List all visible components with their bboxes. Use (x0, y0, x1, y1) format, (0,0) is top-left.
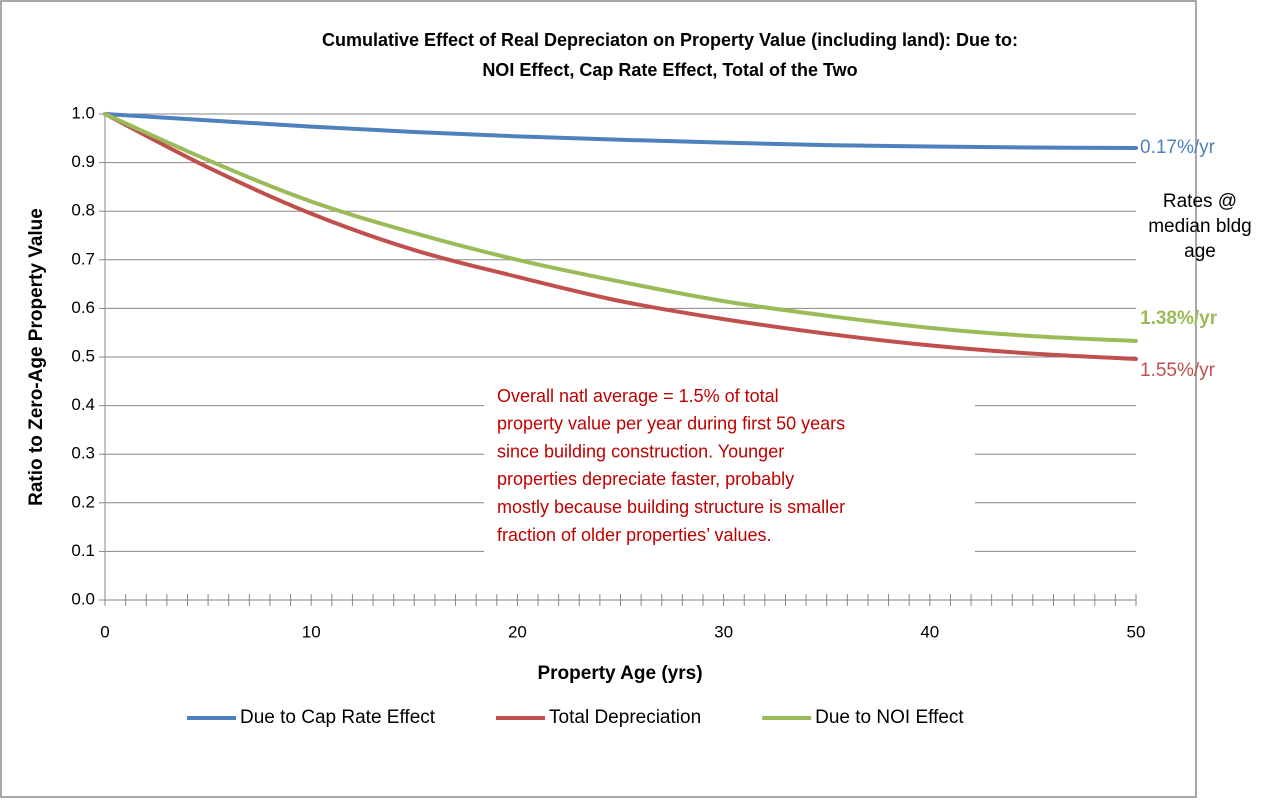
x-axis-title: Property Age (yrs) (537, 663, 702, 684)
annotation-text: mostly because building structure is sma… (497, 497, 845, 517)
legend-label: Total Depreciation (549, 707, 701, 728)
rate-note: age (1184, 241, 1216, 262)
y-tick-label: 0.4 (71, 395, 95, 414)
x-tick-label: 30 (714, 622, 733, 641)
plot: 0.17%/yr 1.55%/yr 1.38%/yr (103, 112, 1218, 381)
y-tick-label: 0.3 (71, 444, 95, 463)
y-tick-label: 0.7 (71, 249, 95, 268)
end-label: 1.55%/yr (1140, 360, 1216, 381)
annotation-text: properties depreciate faster, probably (497, 469, 794, 489)
rate-note: Rates @ (1163, 191, 1237, 212)
y-tick-label: 0.6 (71, 298, 95, 317)
end-label: 0.17%/yr (1140, 137, 1216, 158)
grid: 0.0 0.1 0.2 0.3 0.4 0.5 0.6 0.7 0.8 0.9 1.0 0 10 20 30… (71, 103, 1145, 641)
x-tick-label: 10 (302, 622, 321, 641)
y-axis-title: Ratio to Zero-Age Property Value (26, 208, 47, 506)
x-tick-label: 20 (508, 622, 527, 641)
legend-label: Due to Cap Rate Effect (240, 707, 436, 728)
end-label: 1.38%/yr (1140, 308, 1218, 329)
annotation-text: Overall natl average = 1.5% of total (497, 386, 779, 406)
legend-label: Due to NOI Effect (815, 707, 964, 728)
annotation-text: since building construction. Younger (497, 441, 784, 461)
chart-title: NOI Effect, Cap Rate Effect, Total of th… (482, 60, 857, 80)
y-tick-label: 1.0 (71, 103, 95, 122)
annotation-text: property value per year during first 50 … (497, 414, 845, 434)
x-tick-label: 50 (1127, 622, 1146, 641)
x-tick-label: 0 (100, 622, 109, 641)
chart-title: Cumulative Effect of Real Depreciaton on… (322, 30, 1018, 50)
y-tick-label: 0.1 (71, 541, 95, 560)
annotation: Rates @ median bldg age Overall natl averag… (484, 191, 1252, 575)
y-tick-label: 0.8 (71, 201, 95, 220)
series-line (103, 112, 1138, 151)
y-tick-label: 0.0 (71, 589, 95, 608)
series-line (103, 112, 1138, 343)
annotation-text: fraction of older properties’ values. (497, 525, 771, 545)
x-tick-label: 40 (920, 622, 939, 641)
series-line (103, 112, 1138, 361)
y-tick-label: 0.5 (71, 346, 95, 365)
y-tick-label: 0.2 (71, 492, 95, 511)
annotation-box (484, 378, 975, 575)
legend: Due to Cap Rate Effect Total Depreciation… (187, 707, 964, 728)
rate-note: median bldg (1148, 216, 1252, 237)
y-tick-label: 0.9 (71, 152, 95, 171)
